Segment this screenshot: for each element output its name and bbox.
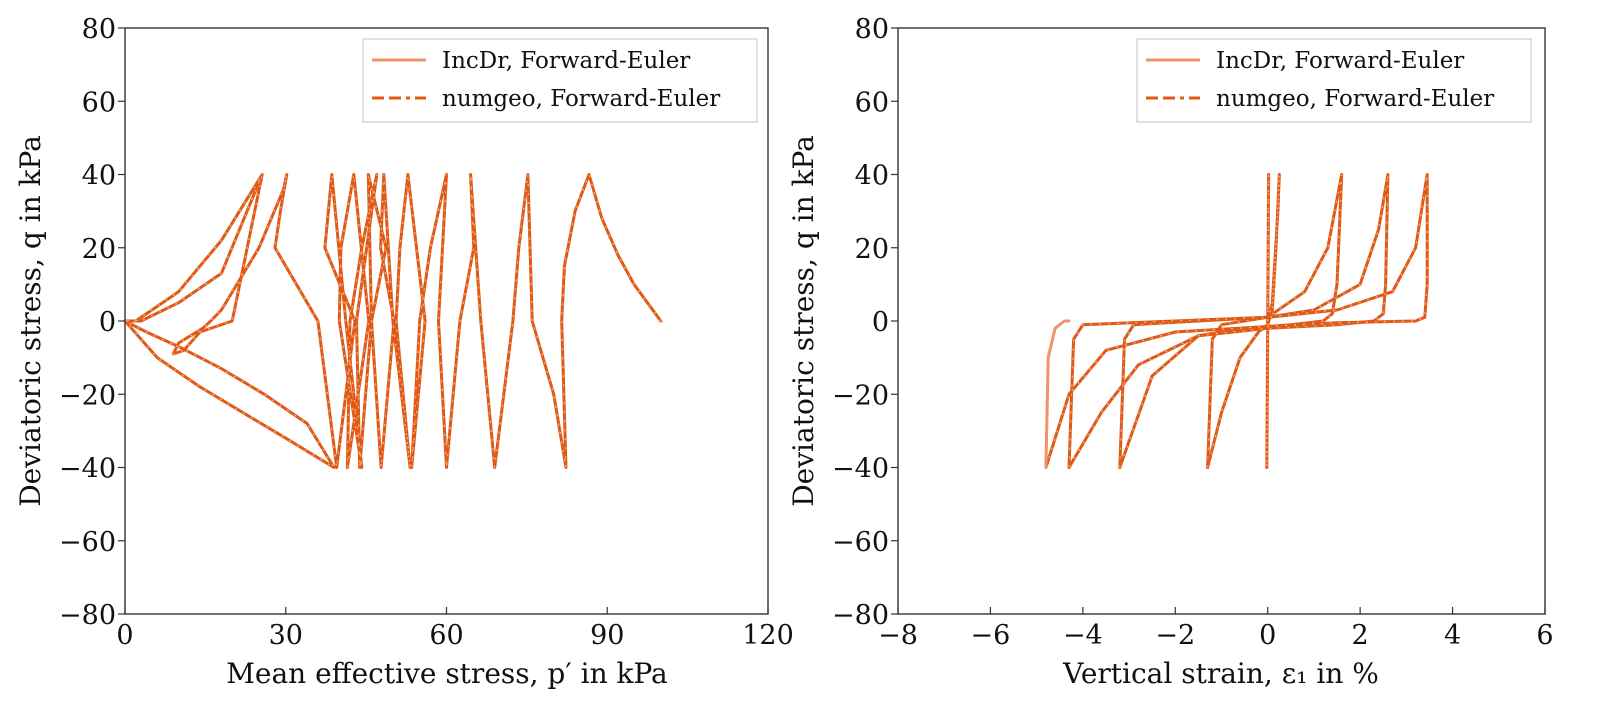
stress-strain-y-tick-label: 60 — [855, 87, 889, 118]
stress-strain-incdr-line — [1044, 173, 1429, 469]
stress-path-x-tick-label: 120 — [742, 620, 794, 651]
stress-strain-curves — [1044, 173, 1429, 469]
stress-strain-y-axis-label: Deviatoric stress, q in kPa — [787, 135, 820, 507]
stress-path-y-tick-label: 60 — [82, 87, 116, 118]
stress-path-incdr-line — [123, 173, 663, 469]
stress-strain-x-tick-label: 2 — [1352, 620, 1369, 651]
stress-strain-numgeo-line — [1266, 174, 1270, 468]
stress-path-legend: IncDr, Forward-Euler numgeo, Forward-Eul… — [362, 38, 758, 123]
stress-strain-legend: IncDr, Forward-Euler numgeo, Forward-Eul… — [1136, 38, 1532, 123]
legend-incdr-label: IncDr, Forward-Euler — [442, 48, 690, 74]
stress-path-y-ticks: −80 −60 −40 −20 0 20 40 60 80 — [59, 14, 125, 631]
stress-path-panel: 0 30 60 90 120 −80 −60 −40 −20 0 20 40 60 80 Mean ef… — [14, 14, 794, 690]
legend-incdr-label: IncDr, Forward-Euler — [1216, 48, 1464, 74]
stress-strain-x-axis-label: Vertical strain, ε₁ in % — [1062, 657, 1379, 690]
stress-strain-numgeo-line — [1206, 174, 1280, 468]
stress-path-y-axis-label: Deviatoric stress, q in kPa — [14, 135, 47, 507]
stress-strain-y-tick-label: 0 — [872, 307, 889, 338]
stress-strain-x-tick-label: −2 — [1155, 620, 1195, 651]
stress-path-numgeo-line — [123, 172, 662, 469]
stress-path-y-tick-label: −40 — [59, 454, 116, 485]
legend-box — [362, 38, 758, 123]
stress-strain-y-tick-label: 80 — [855, 14, 889, 45]
legend-numgeo-label: numgeo, Forward-Euler — [1216, 86, 1494, 112]
stress-strain-y-tick-label: −40 — [832, 454, 889, 485]
stress-strain-y-tick-label: 20 — [855, 234, 889, 265]
stress-strain-y-tick-label: −20 — [832, 380, 889, 411]
stress-path-x-tick-label: 0 — [116, 620, 133, 651]
stress-strain-x-tick-label: −6 — [971, 620, 1011, 651]
stress-path-x-tick-label: 90 — [590, 620, 624, 651]
stress-strain-y-tick-label: −60 — [832, 527, 889, 558]
stress-strain-x-ticks: −8 −6 −4 −2 0 2 4 6 — [878, 607, 1554, 651]
stress-path-y-tick-label: −60 — [59, 527, 116, 558]
legend-box — [1136, 38, 1532, 123]
stress-strain-x-tick-label: −8 — [878, 620, 918, 651]
stress-path-x-axis-label: Mean effective stress, p′ in kPa — [226, 657, 668, 690]
stress-strain-y-tick-label: 40 — [855, 161, 889, 192]
stress-strain-incdr-line — [1044, 319, 1071, 469]
stress-path-y-tick-label: −20 — [59, 380, 116, 411]
stress-strain-x-tick-label: −4 — [1063, 620, 1103, 651]
legend-numgeo-label: numgeo, Forward-Euler — [442, 86, 720, 112]
stress-strain-y-ticks: −80 −60 −40 −20 0 20 40 60 80 — [832, 14, 898, 631]
stress-strain-x-tick-label: 6 — [1536, 620, 1553, 651]
stress-strain-y-tick-label: −80 — [832, 600, 889, 631]
stress-path-y-tick-label: 40 — [82, 161, 116, 192]
stress-path-x-tick-label: 30 — [269, 620, 303, 651]
stress-path-x-tick-label: 60 — [429, 620, 463, 651]
stress-path-y-tick-label: −80 — [59, 600, 116, 631]
stress-strain-x-tick-label: 4 — [1444, 620, 1461, 651]
stress-path-y-tick-label: 80 — [82, 14, 116, 45]
stress-path-curves — [123, 172, 663, 469]
stress-path-y-tick-label: 0 — [99, 307, 116, 338]
stress-strain-x-tick-label: 0 — [1259, 620, 1276, 651]
stress-path-y-tick-label: 20 — [82, 234, 116, 265]
stress-path-x-ticks: 0 30 60 90 120 — [116, 607, 794, 651]
